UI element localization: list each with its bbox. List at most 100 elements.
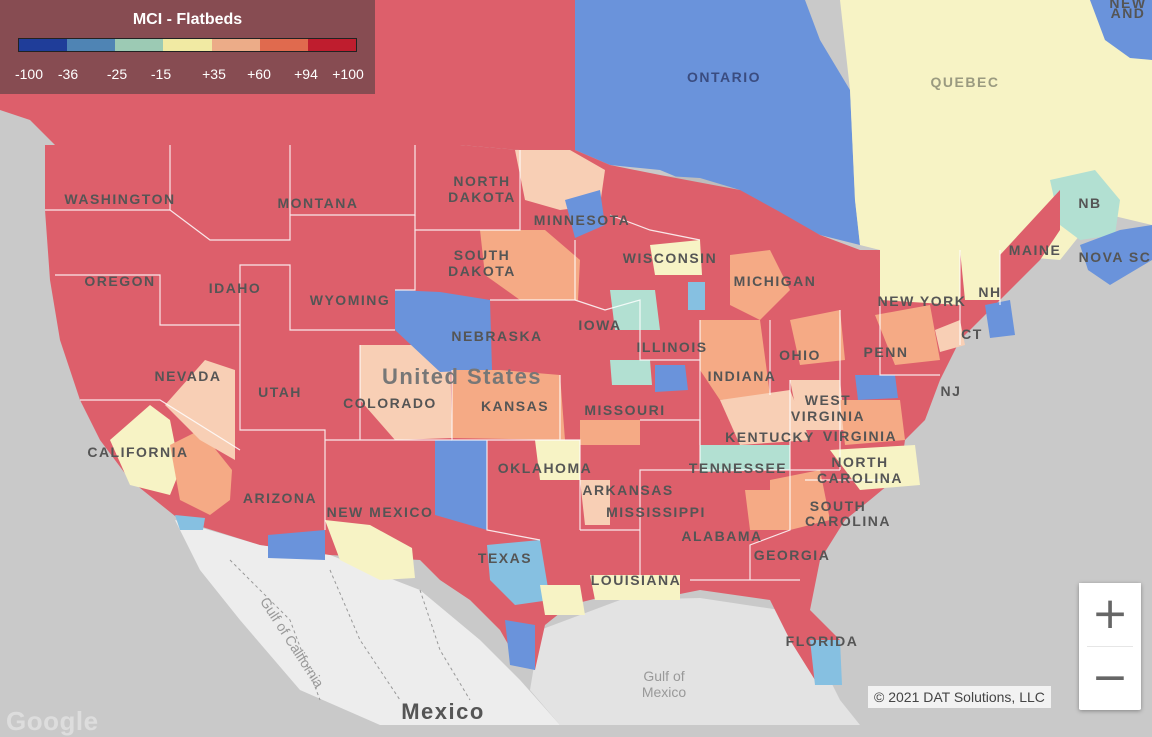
region-michigan-lower[interactable] xyxy=(730,250,790,320)
region-new-york-north[interactable] xyxy=(880,250,960,305)
label-nh: NH xyxy=(978,284,1001,300)
label-nb: NB xyxy=(1078,195,1101,211)
label-south-carolina-1: SOUTH xyxy=(810,498,867,514)
label-quebec: QUEBEC xyxy=(931,74,1000,90)
zoom-divider xyxy=(1087,646,1133,647)
legend-tick: +100 xyxy=(332,66,364,82)
label-south-dakota-2: DAKOTA xyxy=(448,263,516,279)
label-idaho: IDAHO xyxy=(209,280,262,296)
label-indiana: INDIANA xyxy=(708,368,777,384)
label-utah: UTAH xyxy=(258,384,302,400)
region-st-louis[interactable] xyxy=(655,365,688,392)
label-nj: NJ xyxy=(941,383,962,399)
label-ontario: ONTARIO xyxy=(687,69,761,85)
region-colorado-east[interactable] xyxy=(360,345,452,440)
region-west-texas[interactable] xyxy=(435,440,487,530)
region-tennessee-east[interactable] xyxy=(700,445,790,472)
region-wisconsin-central[interactable] xyxy=(650,240,702,275)
region-nevada-south[interactable] xyxy=(165,360,235,460)
label-north-carolina-1: NORTH xyxy=(831,454,888,470)
label-kansas: KANSAS xyxy=(481,398,549,414)
legend-swatch xyxy=(259,39,308,51)
region-minneapolis[interactable] xyxy=(565,190,605,238)
region-ontario[interactable] xyxy=(575,0,860,245)
region-florida-south[interactable] xyxy=(810,640,842,685)
region-penn-east[interactable] xyxy=(875,305,940,365)
region-arizona-south[interactable] xyxy=(268,530,325,560)
label-ohio: OHIO xyxy=(779,347,821,363)
label-tennessee: TENNESSEE xyxy=(689,460,787,476)
zoom-in-button[interactable]: + xyxy=(1079,583,1141,645)
region-indiana[interactable] xyxy=(700,320,770,400)
label-west-virginia: WEST xyxy=(805,392,851,408)
region-louisiana-south[interactable] xyxy=(590,575,680,600)
region-virginia[interactable] xyxy=(840,400,905,445)
region-nebraska-west[interactable] xyxy=(395,290,492,372)
legend-swatch xyxy=(115,39,164,51)
label-north-dakota-1: NORTH xyxy=(453,173,510,189)
region-illinois-south[interactable] xyxy=(610,360,652,385)
region-missouri-central[interactable] xyxy=(580,420,640,445)
region-kentucky[interactable] xyxy=(720,390,810,445)
region-georgia-north[interactable] xyxy=(745,490,790,530)
legend-swatch xyxy=(67,39,116,51)
label-wisconsin: WISCONSIN xyxy=(623,250,717,266)
label-maine: MAINE xyxy=(1009,242,1062,258)
label-virginia-small: VIRGINIA xyxy=(791,408,865,424)
region-california-south[interactable] xyxy=(110,405,180,495)
legend-tick: +35 xyxy=(202,66,226,82)
label-south-carolina-2: CAROLINA xyxy=(805,513,891,529)
region-oklahoma-west[interactable] xyxy=(535,440,580,480)
region-maryland[interactable] xyxy=(855,375,898,400)
region-socal[interactable] xyxy=(170,430,232,515)
region-el-paso[interactable] xyxy=(325,520,415,580)
google-logo[interactable]: Google xyxy=(6,706,99,736)
region-north-carolina[interactable] xyxy=(830,445,920,490)
label-wyoming: WYOMING xyxy=(310,292,391,308)
mexico-state-borders xyxy=(229,559,471,701)
region-gulf-of-mexico xyxy=(530,598,860,725)
legend-swatch xyxy=(211,39,260,51)
label-florida: FLORIDA xyxy=(786,633,859,649)
region-san-diego[interactable] xyxy=(175,515,205,530)
legend-swatch xyxy=(19,39,68,51)
region-kansas[interactable] xyxy=(452,370,565,440)
legend-tick: -15 xyxy=(150,66,172,82)
legend-tick: -100 xyxy=(14,66,44,82)
region-nyc[interactable] xyxy=(935,320,965,352)
label-alabama: ALABAMA xyxy=(681,528,762,544)
label-new-york: NEW YORK xyxy=(878,293,967,309)
label-mexico: Mexico xyxy=(401,699,485,724)
zoom-out-button[interactable]: − xyxy=(1079,647,1141,709)
label-gulf-of-mexico-2: Mexico xyxy=(642,684,687,700)
region-nova-scotia[interactable] xyxy=(1080,225,1152,285)
label-illinois: ILLINOIS xyxy=(636,339,707,355)
map-credit[interactable]: © 2021 DAT Solutions, LLC xyxy=(868,686,1051,708)
label-montana: MONTANA xyxy=(277,195,358,211)
region-south-texas[interactable] xyxy=(487,540,550,605)
label-michigan: MICHIGAN xyxy=(734,273,817,289)
legend-tick: -25 xyxy=(106,66,128,82)
label-iowa: IOWA xyxy=(578,317,621,333)
region-vermont[interactable] xyxy=(960,250,1000,300)
region-boston[interactable] xyxy=(985,300,1015,338)
legend-tick: +60 xyxy=(247,66,271,82)
region-houston[interactable] xyxy=(540,585,585,615)
region-chicago[interactable] xyxy=(688,282,705,310)
state-boundaries xyxy=(45,145,1001,581)
label-arizona: ARIZONA xyxy=(243,490,317,506)
region-arkansas-west[interactable] xyxy=(580,480,610,525)
region-south-dakota-east[interactable] xyxy=(480,230,580,300)
region-rio-grande[interactable] xyxy=(505,620,535,670)
label-united-states: United States xyxy=(382,364,542,389)
region-newfoundland[interactable] xyxy=(1090,0,1152,60)
label-kentucky: KENTUCKY xyxy=(725,429,815,445)
region-west-virginia[interactable] xyxy=(790,380,845,430)
label-missouri: MISSOURI xyxy=(584,402,665,418)
label-oklahoma: OKLAHOMA xyxy=(498,460,592,476)
region-nb[interactable] xyxy=(1050,170,1120,240)
label-nebraska: NEBRASKA xyxy=(451,328,542,344)
region-ohio-east[interactable] xyxy=(790,310,845,365)
region-iowa-east[interactable] xyxy=(610,290,660,330)
